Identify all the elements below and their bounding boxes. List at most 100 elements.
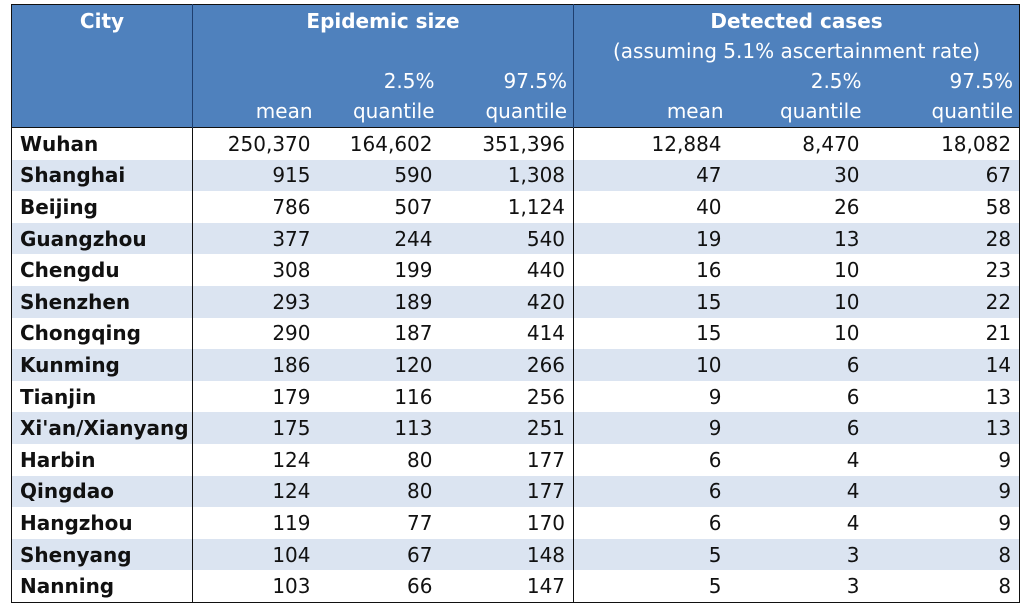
size-q975-cell: 251 — [440, 412, 574, 444]
det-q975-cell: 58 — [985, 194, 1012, 219]
size-mean-cell: 308 — [272, 258, 311, 283]
size-q025-cell: 66 — [407, 574, 433, 599]
size-mean-cell: 119 — [272, 510, 311, 535]
table-row: Beijing 786 507 1,124 40 26 58 — [11, 191, 1020, 223]
table-container: City Epidemic size Detected cases (assum… — [11, 4, 1021, 603]
city-cell: Shenyang — [11, 538, 193, 571]
size-mean-cell: 179 — [272, 384, 311, 409]
size-q975-cell: 351,396 — [482, 131, 566, 156]
det-mean-cell: 9 — [573, 380, 730, 413]
det-q975-cell: 23 — [985, 258, 1012, 283]
det-q975-cell: 21 — [985, 321, 1012, 346]
det-q975-cell: 67 — [867, 159, 1020, 192]
det-mean-cell: 6 — [573, 475, 730, 508]
table-row: Harbin 124 80 177 6 4 9 — [11, 443, 1020, 476]
epidemic-size-group-header: Epidemic size — [192, 4, 574, 39]
size-mean-cell: 186 — [192, 349, 319, 381]
city-cell: Kunming — [11, 349, 193, 381]
size-q025-cell: 80 — [407, 447, 433, 472]
table-row: Shanghai 915 590 1,308 47 30 67 — [11, 159, 1020, 192]
size-mean-header: mean — [192, 99, 319, 128]
size-mean-cell: 103 — [272, 574, 311, 599]
city-cell: Beijing — [11, 191, 193, 223]
det-mean-cell: 5 — [573, 538, 730, 571]
det-q975-cell: 9 — [867, 475, 1020, 508]
size-q975-cell: 256 — [526, 384, 566, 409]
detected-cases-subtitle: (assuming 5.1% ascertainment rate) — [573, 39, 1020, 69]
size-mean-spacer — [192, 69, 319, 99]
size-q025-cell: 113 — [318, 412, 441, 444]
size-q025-cell: 244 — [318, 222, 441, 255]
size-q025-cell: 116 — [394, 384, 433, 409]
det-q025-cell: 6 — [729, 349, 868, 381]
det-q025-cell: 10 — [834, 321, 860, 346]
det-q975-cell: 8 — [998, 574, 1012, 599]
city-cell: Nanning — [11, 570, 193, 603]
det-q025-cell: 4 — [846, 447, 860, 472]
det-q975-cell: 22 — [867, 285, 1020, 318]
det-q025-cell: 10 — [729, 285, 868, 318]
det-q975-cell: 8 — [867, 538, 1020, 571]
det-q025-cell: 6 — [729, 412, 868, 444]
det-q975-cell: 13 — [985, 384, 1012, 409]
table-row: Guangzhou 377 244 540 19 13 28 — [11, 222, 1020, 255]
size-mean-cell: 124 — [192, 475, 319, 508]
size-q975-cell: 540 — [440, 222, 574, 255]
det-mean-cell: 15 — [573, 317, 730, 350]
city-cell: Chongqing — [11, 317, 193, 350]
city-cell: Wuhan — [11, 127, 193, 160]
city-cell: Shenzhen — [11, 285, 193, 318]
epidemic-table: City Epidemic size Detected cases (assum… — [11, 4, 1021, 603]
size-q975-pct-header: 97.5% — [440, 69, 574, 99]
size-mean-cell: 786 — [272, 194, 311, 219]
size-mean-cell: 175 — [192, 412, 319, 444]
city-cell: Harbin — [11, 443, 193, 476]
size-q975-cell: 420 — [440, 285, 574, 318]
det-q025-cell: 8,470 — [802, 131, 860, 156]
city-cell: Xi'an/Xianyang — [11, 412, 193, 444]
size-mean-cell: 293 — [192, 285, 319, 318]
table-row: Shenyang 104 67 148 5 3 8 — [11, 538, 1020, 571]
size-q025-cell: 590 — [318, 159, 441, 192]
size-mean-cell: 124 — [272, 447, 311, 472]
det-q025-cell: 3 — [846, 574, 860, 599]
table-row: Wuhan 250,370 164,602 351,396 12,884 8,470 18,… — [11, 127, 1020, 160]
det-mean-cell: 6 — [573, 507, 730, 539]
size-q975-cell: 170 — [526, 510, 566, 535]
det-mean-cell: 19 — [573, 222, 730, 255]
size-mean-cell: 250,370 — [227, 131, 311, 156]
city-cell: Qingdao — [11, 475, 193, 508]
table-row: Shenzhen 293 189 420 15 10 22 — [11, 285, 1020, 318]
det-q025-cell: 30 — [729, 159, 868, 192]
det-q975-cell: 28 — [867, 222, 1020, 255]
det-q025-cell: 3 — [729, 538, 868, 571]
size-q025-cell: 164,602 — [349, 131, 433, 156]
size-q025-cell: 507 — [394, 194, 433, 219]
size-q975-cell: 177 — [440, 475, 574, 508]
size-mean-cell: 377 — [192, 222, 319, 255]
city-cell: Tianjin — [11, 380, 193, 413]
det-q975-cell: 9 — [998, 510, 1012, 535]
table-row: Chongqing 290 187 414 15 10 21 — [11, 317, 1020, 350]
table-row: Nanning 103 66 147 5 3 8 — [11, 570, 1020, 603]
det-q025-header: quantile — [729, 99, 868, 128]
det-q025-cell: 4 — [846, 510, 860, 535]
city-cell: Shanghai — [11, 159, 193, 192]
size-q025-cell: 189 — [318, 285, 441, 318]
size-q025-cell: 77 — [407, 510, 433, 535]
size-q975-cell: 266 — [440, 349, 574, 381]
det-mean-header: mean — [573, 99, 730, 128]
size-mean-cell: 915 — [192, 159, 319, 192]
table-header: City Epidemic size Detected cases (assum… — [11, 4, 1020, 128]
det-mean-cell: 15 — [573, 285, 730, 318]
det-mean-cell: 10 — [573, 349, 730, 381]
city-cell: Guangzhou — [11, 222, 193, 255]
det-mean-cell: 5 — [573, 570, 730, 603]
det-q025-cell: 4 — [729, 475, 868, 508]
det-mean-cell: 40 — [573, 191, 730, 223]
size-q025-cell: 67 — [318, 538, 441, 571]
det-q025-pct-header: 2.5% — [729, 69, 868, 99]
det-mean-cell: 16 — [573, 254, 730, 286]
det-q975-cell: 13 — [867, 412, 1020, 444]
det-q025-cell: 6 — [846, 384, 860, 409]
